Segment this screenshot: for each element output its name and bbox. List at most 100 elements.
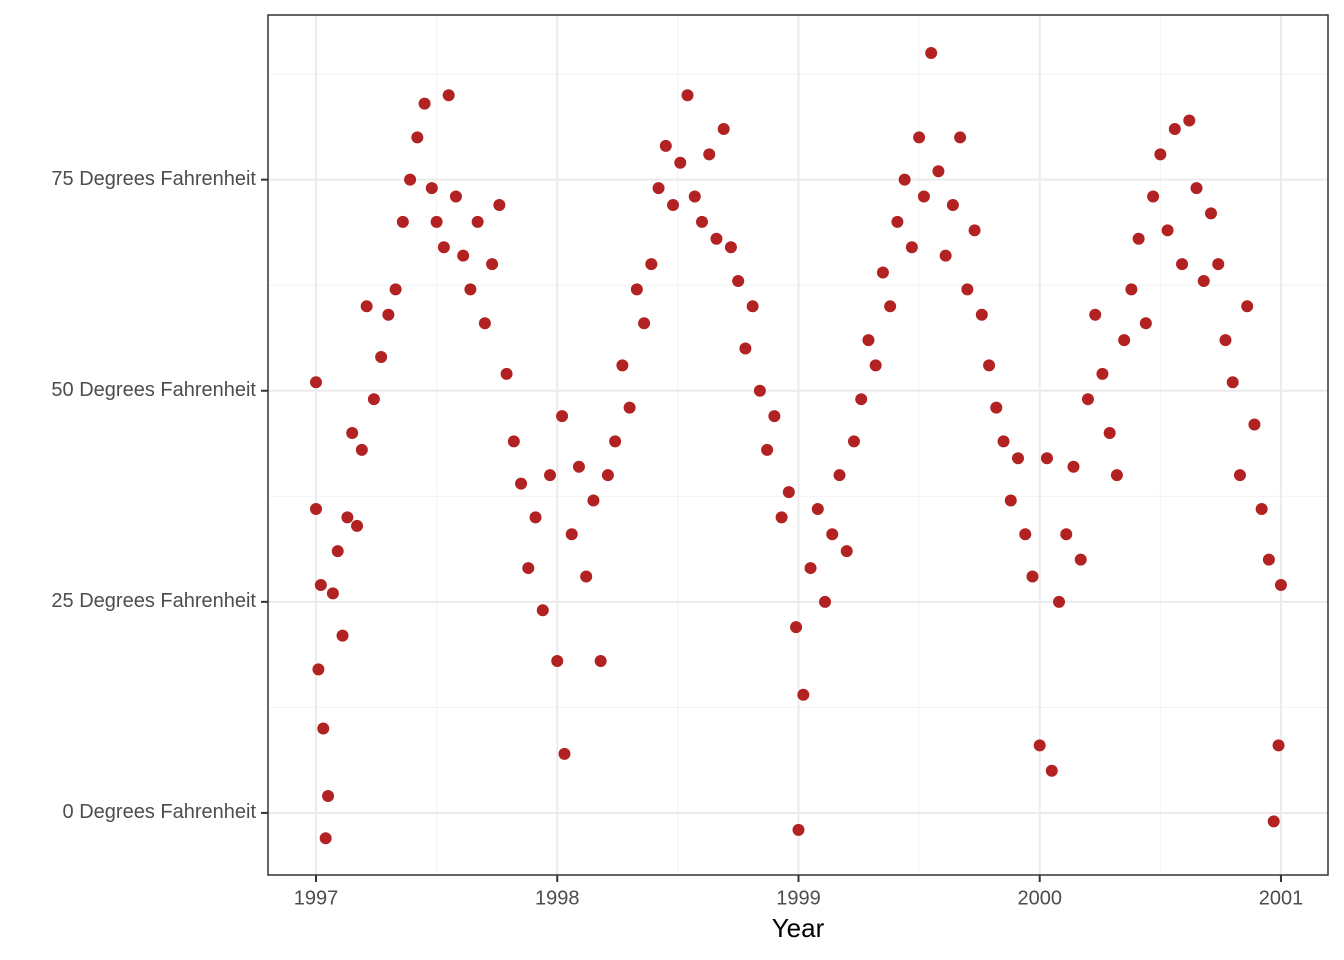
point — [351, 519, 364, 532]
point — [917, 190, 930, 203]
point — [310, 502, 323, 515]
point — [457, 249, 470, 262]
point — [522, 562, 535, 575]
point — [360, 300, 373, 313]
point — [341, 511, 354, 524]
point — [732, 274, 745, 287]
point — [355, 443, 368, 456]
point — [681, 89, 694, 102]
point — [1125, 283, 1138, 296]
point — [382, 308, 395, 321]
point — [1168, 122, 1181, 135]
point — [695, 215, 708, 228]
point — [396, 215, 409, 228]
point — [536, 604, 549, 617]
point — [312, 663, 325, 676]
point — [1060, 528, 1073, 541]
point — [1267, 815, 1280, 828]
point — [819, 595, 832, 608]
y-tick-label: 0 Degrees Fahrenheit — [63, 801, 257, 823]
point — [659, 139, 672, 152]
point — [1154, 148, 1167, 161]
x-tick-label: 2001 — [1259, 887, 1304, 909]
point — [1067, 460, 1080, 473]
point — [1212, 258, 1225, 271]
point — [556, 410, 569, 423]
point — [1132, 232, 1145, 245]
point — [983, 359, 996, 372]
point — [471, 215, 484, 228]
point — [1045, 764, 1058, 777]
point — [667, 198, 680, 211]
point — [565, 528, 578, 541]
point — [1219, 334, 1232, 347]
point — [507, 435, 520, 448]
point — [1096, 367, 1109, 380]
point — [869, 359, 882, 372]
point — [1262, 553, 1275, 566]
point — [1040, 452, 1053, 465]
point — [375, 350, 388, 363]
point — [623, 401, 636, 414]
point — [717, 122, 730, 135]
point — [674, 156, 687, 169]
point — [346, 426, 359, 439]
point — [404, 173, 417, 186]
point — [1110, 469, 1123, 482]
point — [601, 469, 614, 482]
point — [1255, 502, 1268, 515]
point — [833, 469, 846, 482]
point — [442, 89, 455, 102]
point — [418, 97, 431, 110]
point — [449, 190, 462, 203]
point — [1118, 334, 1131, 347]
point — [551, 654, 564, 667]
point — [1004, 494, 1017, 507]
point — [1081, 393, 1094, 406]
point — [710, 232, 723, 245]
point — [840, 545, 853, 558]
point — [954, 131, 967, 144]
point — [1033, 739, 1046, 752]
point — [932, 165, 945, 178]
point — [724, 241, 737, 254]
point — [580, 570, 593, 583]
point — [913, 131, 926, 144]
point — [1274, 578, 1287, 591]
x-tick-label: 2000 — [1017, 887, 1062, 909]
point — [898, 173, 911, 186]
point — [1176, 258, 1189, 271]
point — [544, 469, 557, 482]
point — [326, 587, 339, 600]
panel-border — [267, 14, 1329, 876]
point — [317, 722, 330, 735]
point — [322, 790, 335, 803]
point — [652, 182, 665, 195]
point — [310, 376, 323, 389]
point — [975, 308, 988, 321]
point — [746, 300, 759, 313]
point — [1019, 528, 1032, 541]
point — [775, 511, 788, 524]
point — [876, 266, 889, 279]
point — [594, 654, 607, 667]
point — [587, 494, 600, 507]
point — [768, 410, 781, 423]
point — [804, 562, 817, 575]
point — [826, 528, 839, 541]
point — [961, 283, 974, 296]
point — [638, 317, 651, 330]
point — [529, 511, 542, 524]
point — [1139, 317, 1152, 330]
point — [336, 629, 349, 642]
point — [430, 215, 443, 228]
x-tick-label: 1997 — [294, 887, 339, 909]
point — [997, 435, 1010, 448]
y-tick-label: 25 Degrees Fahrenheit — [51, 590, 256, 612]
point — [572, 460, 585, 473]
point — [847, 435, 860, 448]
point — [739, 342, 752, 355]
point — [1241, 300, 1254, 313]
point — [688, 190, 701, 203]
point — [1161, 224, 1174, 237]
